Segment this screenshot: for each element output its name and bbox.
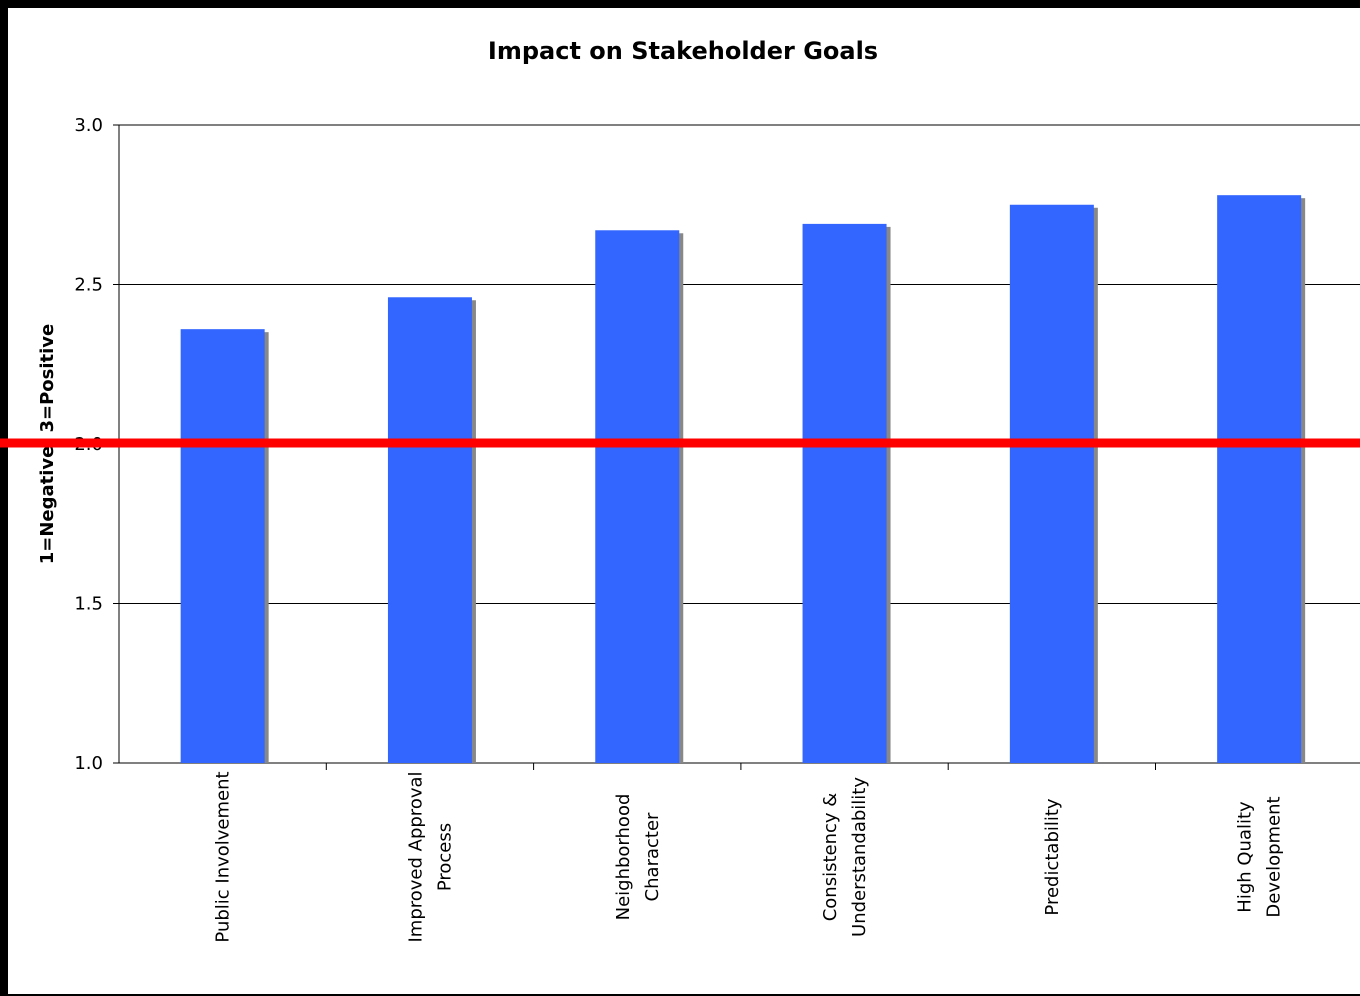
chart-title: Impact on Stakeholder Goals: [488, 37, 878, 65]
bar: [387, 297, 472, 763]
bar: [802, 223, 887, 763]
y-tick-label: 1.0: [74, 753, 103, 774]
category-label: Development: [1264, 796, 1285, 917]
category-labels: Public Involvement Improved Approval Proce…: [213, 771, 1285, 942]
y-tick-label: 3.0: [74, 115, 103, 136]
category-label: Process: [434, 823, 455, 891]
y-tick-label: 2.5: [74, 275, 103, 296]
y-tick-labels: 1.01.52.02.53.0: [74, 115, 103, 774]
bar: [595, 230, 680, 763]
category-label: Neighborhood: [613, 794, 634, 921]
category-label: Character: [642, 812, 663, 901]
category-label: Predictability: [1042, 798, 1063, 916]
category-label: Understandability: [849, 777, 870, 937]
y-tick-label: 1.5: [74, 594, 103, 615]
bar: [1217, 195, 1302, 763]
category-label: High Quality: [1235, 801, 1256, 913]
category-label: Public Involvement: [213, 771, 234, 942]
category-label: Consistency &: [820, 793, 841, 922]
bars: [180, 195, 1306, 763]
bar: [180, 329, 265, 763]
bar: [1009, 204, 1094, 763]
category-label: Improved Approval: [405, 771, 426, 942]
gridlines: [119, 124, 1360, 604]
